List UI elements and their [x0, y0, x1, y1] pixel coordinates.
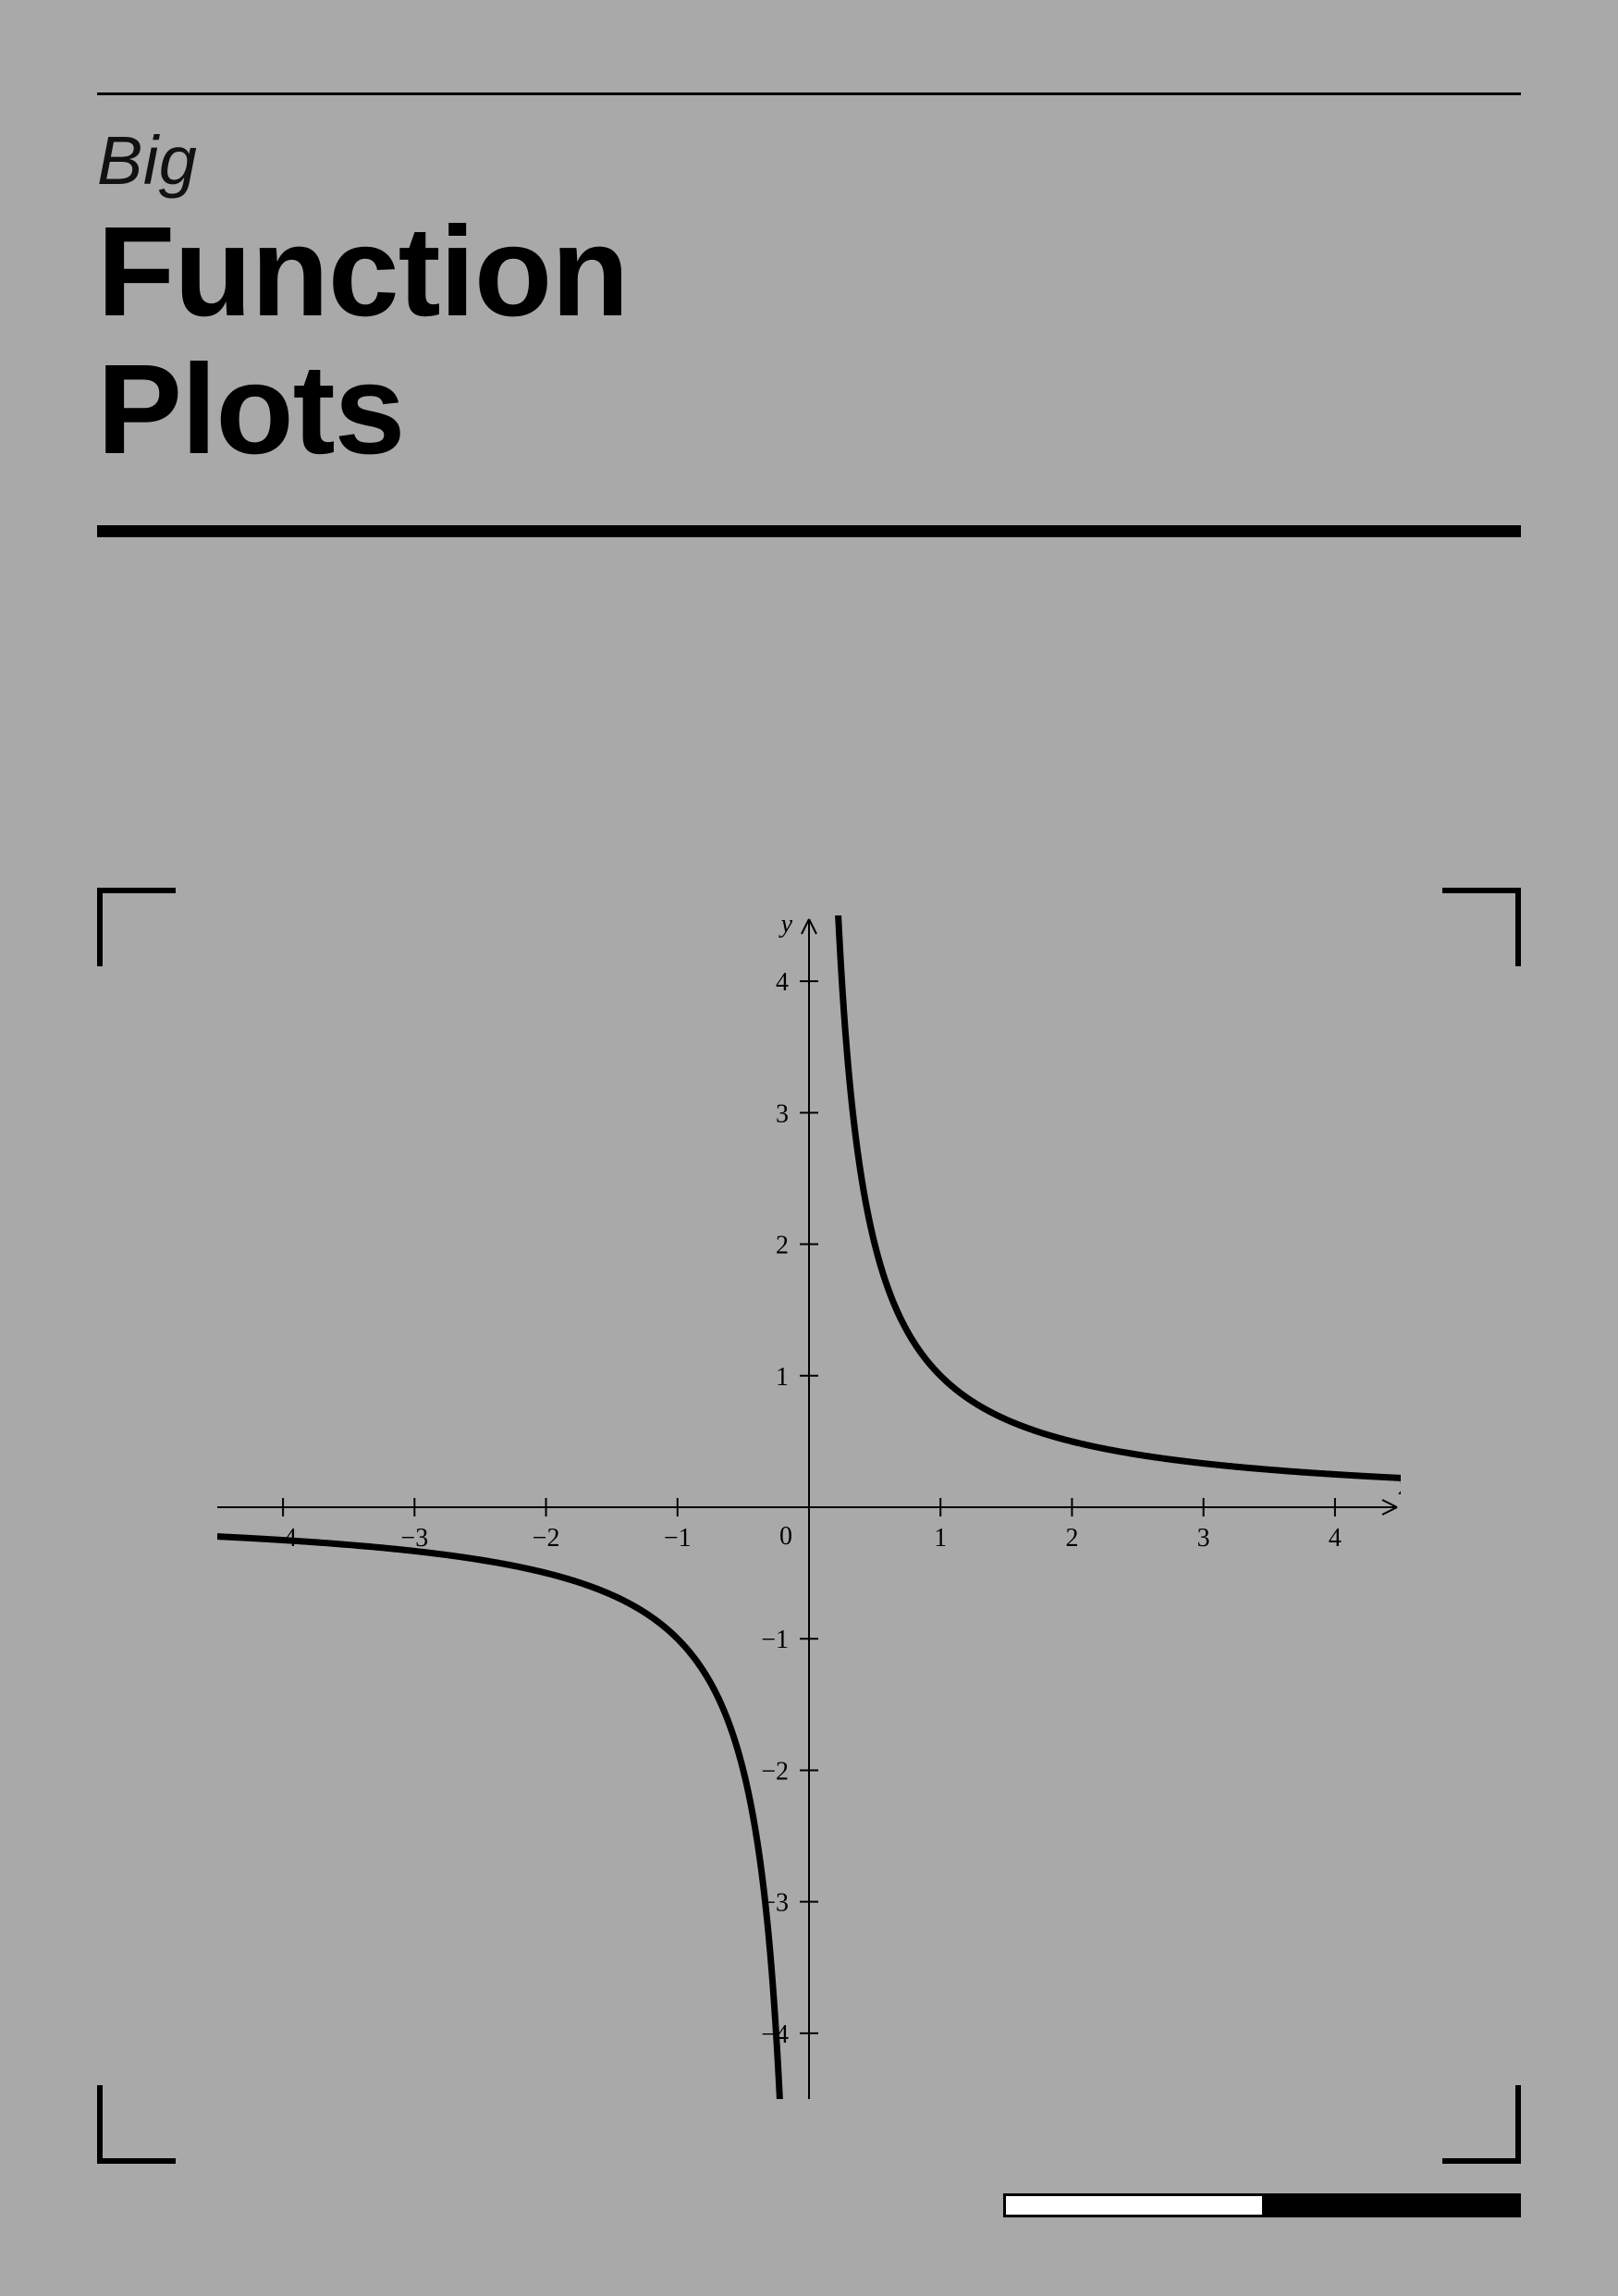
svg-text:2: 2 [1065, 1524, 1078, 1553]
svg-text:−1: −1 [761, 1626, 789, 1654]
footer-bar-seg-black [1262, 2196, 1518, 2215]
page-header: Big Function Plots [97, 92, 1521, 537]
footer-scale-bar [1003, 2193, 1521, 2217]
svg-text:−2: −2 [533, 1524, 560, 1553]
corner-bracket-tl [97, 888, 176, 966]
top-rule [97, 92, 1521, 95]
svg-text:4: 4 [776, 968, 789, 997]
corner-bracket-bl [97, 2085, 176, 2164]
chart-frame: −4−3−2−11234−4−3−2−112340xy [97, 888, 1521, 2164]
svg-text:1: 1 [934, 1524, 947, 1553]
svg-text:1: 1 [776, 1363, 789, 1392]
function-plot: −4−3−2−11234−4−3−2−112340xy [217, 915, 1401, 2099]
footer-bar-seg-white [1006, 2196, 1262, 2215]
page-title: Function Plots [97, 203, 1521, 479]
corner-bracket-br [1442, 2085, 1521, 2164]
svg-text:−2: −2 [761, 1757, 789, 1786]
svg-text:0: 0 [779, 1522, 792, 1551]
svg-text:−1: −1 [664, 1524, 692, 1553]
svg-text:3: 3 [1197, 1524, 1210, 1553]
title-line-2: Plots [97, 338, 404, 481]
svg-text:y: y [778, 915, 793, 939]
kicker-text: Big [97, 121, 1521, 200]
svg-text:4: 4 [1329, 1524, 1342, 1553]
svg-text:3: 3 [776, 1099, 789, 1128]
svg-text:2: 2 [776, 1232, 789, 1260]
corner-bracket-tr [1442, 888, 1521, 966]
thick-rule [97, 525, 1521, 537]
title-line-1: Function [97, 201, 629, 343]
